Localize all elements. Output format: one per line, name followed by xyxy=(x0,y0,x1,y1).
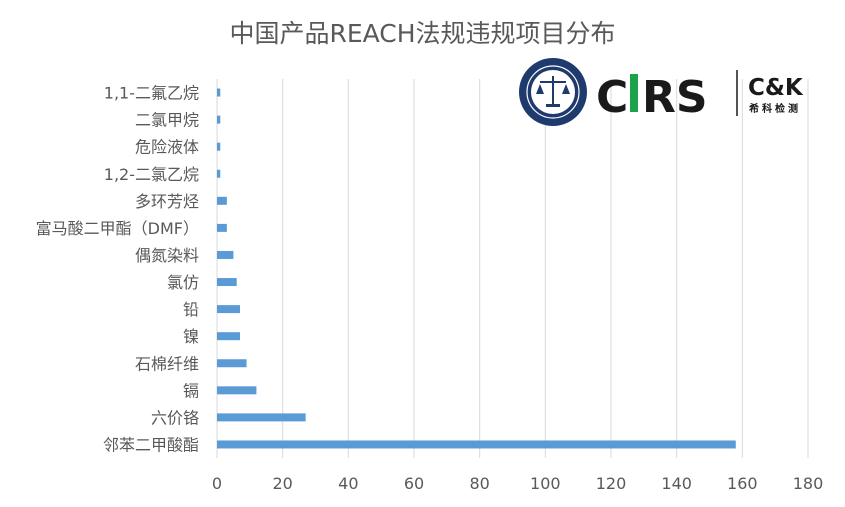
category-label: 六价铬 xyxy=(151,408,199,427)
bar xyxy=(217,386,257,395)
x-tick-label: 100 xyxy=(530,474,561,493)
category-label: 镉 xyxy=(183,381,199,400)
gridlines xyxy=(216,79,809,458)
bar xyxy=(217,142,221,151)
category-labels: 邻苯二甲酸酯 六价铬 镉 石棉纤维 镍铅 氯仿 偶氮染料 富马酸二甲酯（DMF） 多环芳烃 1,2… xyxy=(36,84,199,455)
bar xyxy=(217,115,221,124)
partner-subtitle: 希科检测 xyxy=(748,102,801,115)
category-label: 富马酸二甲酯（DMF） xyxy=(36,219,199,238)
x-tick-label: 20 xyxy=(272,474,292,493)
bar xyxy=(217,413,306,422)
bar xyxy=(217,278,237,287)
bar xyxy=(217,169,221,178)
category-label: 铅 xyxy=(183,300,199,319)
bars xyxy=(217,88,736,449)
bar xyxy=(217,305,240,314)
partner-name: C&K xyxy=(748,75,804,101)
bar xyxy=(217,440,736,449)
x-tick-label: 40 xyxy=(338,474,358,493)
bar xyxy=(217,223,227,232)
x-tick-label: 160 xyxy=(727,474,758,493)
cirs-green-bar xyxy=(630,74,638,112)
bar xyxy=(217,332,240,341)
bar xyxy=(217,196,227,205)
x-tick-label: 0 xyxy=(212,474,222,493)
cirs-brand-text-rs: RS xyxy=(642,72,708,123)
category-label: 氯仿 xyxy=(167,273,199,292)
cirs-logo: C RS C&K 希科检测 xyxy=(519,58,804,126)
category-label: 二氯甲烷 xyxy=(135,111,199,130)
bar xyxy=(217,250,234,259)
category-label: 偶氮染料 xyxy=(135,246,199,265)
x-tick-labels: 0 20 40 60 80 100 120 140 160 180 xyxy=(212,474,823,493)
bar xyxy=(217,359,247,368)
x-tick-label: 60 xyxy=(404,474,424,493)
category-label: 1,2-二氯乙烷 xyxy=(104,165,199,184)
x-tick-label: 80 xyxy=(469,474,489,493)
bar xyxy=(217,88,221,97)
category-label: 邻苯二甲酸酯 xyxy=(103,435,199,454)
chart-title: 中国产品REACH法规违规项目分布 xyxy=(229,19,616,48)
x-tick-label: 140 xyxy=(661,474,692,493)
category-label: 危险液体 xyxy=(135,138,199,157)
category-label: 镍 xyxy=(183,327,199,346)
cirs-brand-text: C xyxy=(596,72,628,123)
category-label: 1,1-二氟乙烷 xyxy=(104,84,199,103)
category-label: 多环芳烃 xyxy=(135,192,199,211)
x-tick-label: 120 xyxy=(596,474,627,493)
scales-seal-icon xyxy=(519,58,587,126)
x-tick-label: 180 xyxy=(793,474,824,493)
category-label: 石棉纤维 xyxy=(135,354,199,373)
